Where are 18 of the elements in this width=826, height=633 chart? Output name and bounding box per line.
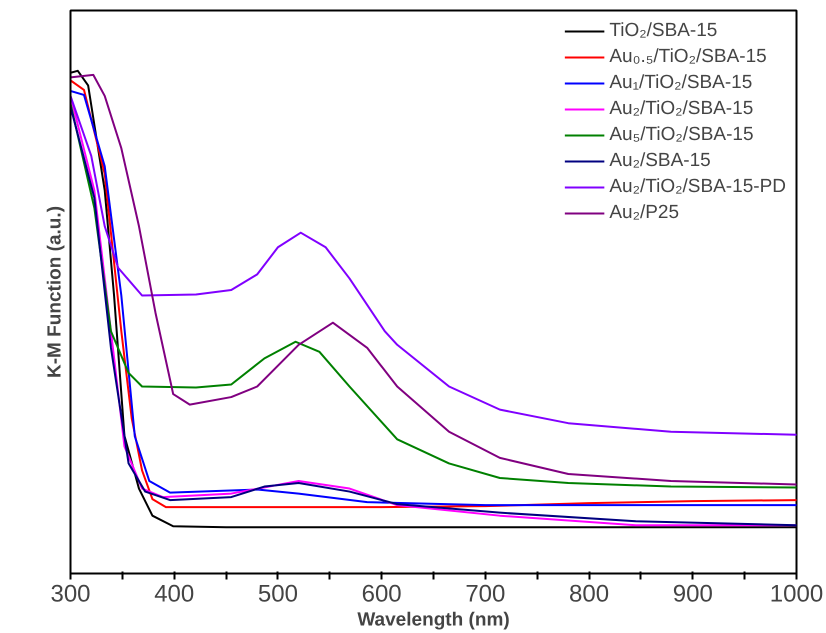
legend-label: TiO₂/SBA-15: [609, 20, 718, 42]
legend-label: Au₂/P25: [609, 202, 680, 224]
legend-label: Au₀.₅/TiO₂/SBA-15: [609, 46, 767, 68]
y-axis-title: K-M Function (a.u.): [44, 206, 66, 378]
x-axis-title: Wavelength (nm): [357, 610, 510, 630]
legend-label: Au₂/SBA-15: [609, 150, 711, 172]
x-tick-label: 700: [465, 580, 506, 608]
legend-label: Au₁/TiO₂/SBA-15: [609, 72, 752, 94]
legend-label: Au₂/TiO₂/SBA-15-PD: [609, 176, 786, 198]
x-tick-label: 900: [672, 580, 713, 608]
x-tick-label: 400: [154, 580, 194, 608]
x-tick-label: 600: [362, 580, 402, 608]
x-tick-label: 800: [569, 580, 610, 608]
x-tick-label: 300: [50, 580, 91, 608]
x-tick-label: 500: [258, 580, 298, 608]
x-tick-label: 1000: [770, 580, 824, 608]
legend-label: Au₅/TiO₂/SBA-15: [609, 124, 754, 146]
legend-label: Au₂/TiO₂/SBA-15: [609, 98, 754, 120]
